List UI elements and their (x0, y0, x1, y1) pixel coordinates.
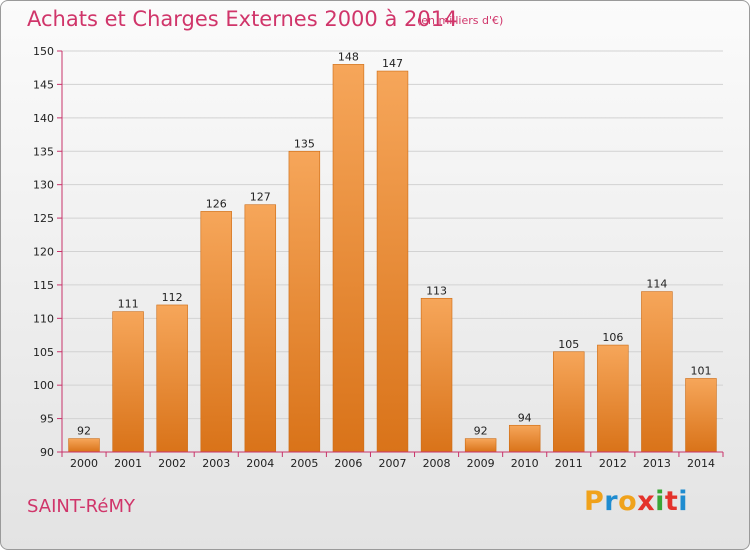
logo-letter: i (678, 486, 689, 517)
x-tick-label-2004: 2004 (246, 457, 274, 470)
bar-2007 (376, 70, 409, 453)
logo-letter: P (584, 486, 605, 517)
bar-2011 (553, 351, 585, 453)
x-tick-label-2003: 2003 (202, 457, 230, 470)
y-tick-label: 120 (33, 246, 54, 259)
proxiti-logo: Proxiti (584, 486, 688, 517)
city-name: SAINT-RéMY (27, 496, 135, 517)
bar-2001 (112, 311, 144, 453)
value-label-2008: 113 (426, 284, 447, 297)
bar-2005 (288, 150, 321, 453)
chart-title: Achats et Charges Externes 2000 à 2014 (27, 7, 458, 31)
logo-letter: i (655, 486, 665, 517)
value-label-2011: 105 (558, 338, 579, 351)
value-label-2004: 127 (250, 191, 271, 204)
x-tick-label-2008: 2008 (423, 457, 451, 470)
x-tick-label-2010: 2010 (511, 457, 539, 470)
y-tick-label: 90 (40, 446, 54, 459)
x-tick-label-2001: 2001 (114, 457, 142, 470)
value-label-2001: 111 (118, 298, 139, 311)
value-label-2014: 101 (690, 364, 711, 377)
bar-2006 (332, 64, 365, 453)
value-label-2002: 112 (162, 291, 183, 304)
chart-subtitle: (en milliers d'€) (417, 14, 504, 27)
y-tick-label: 135 (33, 145, 54, 158)
y-tick-label: 95 (40, 413, 54, 426)
y-tick-label: 125 (33, 212, 54, 225)
x-tick-label-2007: 2007 (379, 457, 407, 470)
logo-letter: r (604, 486, 619, 517)
value-label-2010: 94 (518, 411, 532, 424)
bar-2010 (508, 424, 541, 453)
bars: 92 111 112 126 127 135 148 147 113 92 94 105 106 114 1… (68, 50, 717, 453)
y-tick-label: 150 (33, 45, 54, 58)
x-tick-label-2014: 2014 (687, 457, 715, 470)
bar-2009 (464, 438, 497, 453)
x-tick-label-2000: 2000 (70, 457, 98, 470)
logo-letter: x (637, 486, 656, 517)
value-label-2013: 114 (646, 278, 667, 291)
value-label-2007: 147 (382, 57, 403, 70)
value-label-2009: 92 (474, 425, 488, 438)
bar-2014 (685, 378, 717, 453)
value-label-2012: 106 (602, 331, 623, 344)
y-tick-label: 115 (33, 279, 54, 292)
y-tick-label: 140 (33, 112, 54, 125)
bar-2013 (641, 291, 673, 453)
bar-2002 (156, 304, 188, 453)
value-label-2005: 135 (294, 137, 315, 150)
x-tick-label-2009: 2009 (467, 457, 495, 470)
bar-2012 (597, 344, 629, 453)
value-label-2003: 126 (206, 197, 227, 210)
x-tick-label-2005: 2005 (290, 457, 318, 470)
x-tick-label-2013: 2013 (643, 457, 671, 470)
y-tick-label: 145 (33, 78, 54, 91)
x-tick-label-2006: 2006 (334, 457, 362, 470)
y-tick-label: 110 (33, 312, 54, 325)
value-label-2006: 148 (338, 50, 359, 63)
x-tick-label-2002: 2002 (158, 457, 186, 470)
bar-2004 (244, 204, 277, 453)
y-tick-label: 130 (33, 179, 54, 192)
bar-2008 (420, 297, 453, 453)
logo-letter: o (618, 486, 638, 517)
axes: 90 95 100 105 110 115 120 125 130 135 140 145 150 200… (33, 45, 724, 470)
y-tick-label: 100 (33, 379, 54, 392)
bar-2000 (68, 438, 100, 453)
bar-2003 (200, 211, 232, 453)
x-tick-label-2011: 2011 (555, 457, 583, 470)
value-label-2000: 92 (77, 425, 91, 438)
logo-letter: t (664, 486, 679, 517)
y-tick-label: 105 (33, 346, 54, 359)
x-tick-label-2012: 2012 (599, 457, 627, 470)
